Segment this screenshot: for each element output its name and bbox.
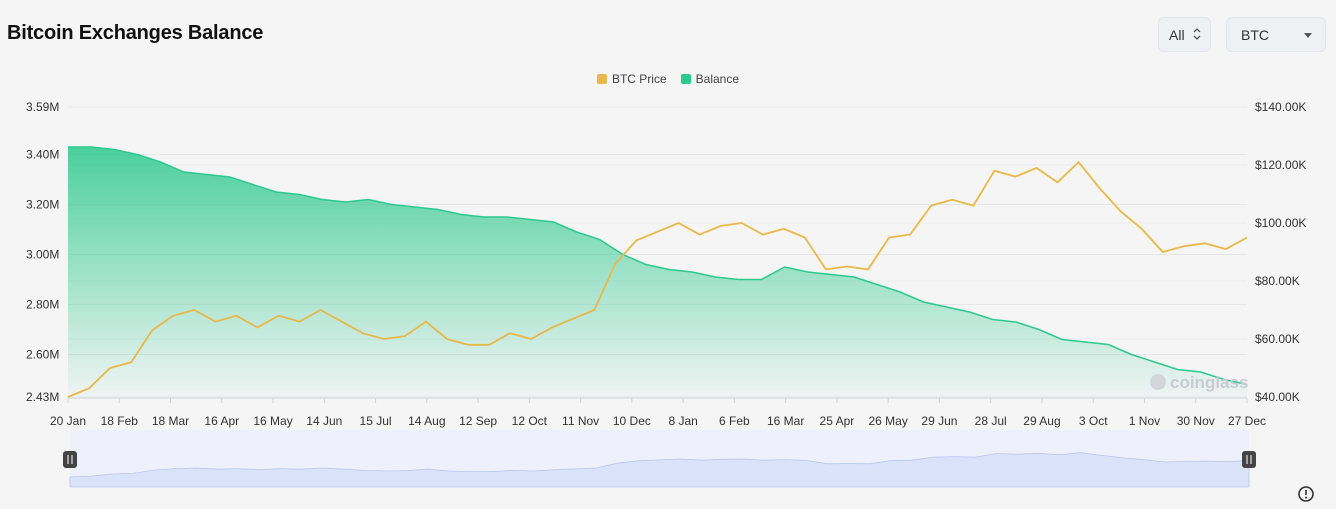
y-right-tick-label: $40.00K bbox=[1255, 390, 1300, 404]
x-tick-label: 29 Jun bbox=[921, 414, 957, 428]
y-right-tick-label: $140.00K bbox=[1255, 100, 1306, 114]
y-right-tick-label: $100.00K bbox=[1255, 216, 1306, 230]
x-tick-label: 14 Jun bbox=[306, 414, 342, 428]
legend-label-price: BTC Price bbox=[611, 72, 667, 86]
x-tick-label: 1 Nov bbox=[1129, 414, 1160, 428]
legend-item-price[interactable]: BTC Price bbox=[596, 72, 667, 86]
x-tick-label: 20 Jan bbox=[50, 414, 86, 428]
x-tick-label: 25 Apr bbox=[820, 414, 855, 428]
coin-label: BTC bbox=[1241, 26, 1269, 43]
y-left-tick-label: 2.43M bbox=[26, 390, 59, 404]
x-tick-label: 29 Aug bbox=[1023, 414, 1060, 428]
navigator-series bbox=[69, 452, 1250, 488]
watermark-logo bbox=[1150, 374, 1166, 390]
balance-line bbox=[68, 146, 1248, 386]
x-tick-label: 18 Mar bbox=[152, 414, 189, 428]
updown-icon bbox=[1193, 28, 1201, 40]
y-left-tick-label: 3.40M bbox=[26, 148, 59, 162]
navigator-handle-right[interactable] bbox=[1242, 451, 1256, 468]
watermark-text: coinglass bbox=[1170, 373, 1248, 392]
y-left-tick-label: 2.80M bbox=[26, 298, 59, 312]
time-range-label: All bbox=[1169, 26, 1185, 43]
legend-item-balance[interactable]: Balance bbox=[680, 72, 740, 86]
legend-swatch-price bbox=[596, 74, 607, 84]
time-range-select[interactable]: All bbox=[1158, 17, 1211, 52]
settings-icon[interactable] bbox=[1297, 485, 1315, 503]
legend-label-balance: Balance bbox=[695, 72, 740, 86]
x-tick-label: 12 Oct bbox=[512, 414, 548, 428]
y-left-tick-label: 2.60M bbox=[26, 348, 59, 362]
x-tick-label: 27 Dec bbox=[1228, 414, 1266, 428]
chart-legend: BTC Price Balance bbox=[0, 72, 1336, 86]
balance-area bbox=[68, 147, 1247, 397]
chevron-down-icon bbox=[1304, 33, 1312, 38]
x-tick-label: 14 Aug bbox=[408, 414, 445, 428]
page-title: Bitcoin Exchanges Balance bbox=[7, 22, 264, 44]
y-right-tick-label: $60.00K bbox=[1255, 332, 1300, 346]
x-tick-label: 28 Jul bbox=[975, 414, 1007, 428]
x-tick-label: 3 Oct bbox=[1079, 414, 1108, 428]
coin-select[interactable]: BTC bbox=[1226, 17, 1326, 52]
x-tick-label: 18 Feb bbox=[101, 414, 139, 428]
x-tick-label: 15 Jul bbox=[360, 414, 392, 428]
y-left-tick-label: 3.20M bbox=[26, 198, 59, 212]
legend-swatch-balance bbox=[680, 74, 691, 84]
x-tick-label: 8 Jan bbox=[668, 414, 697, 428]
x-tick-label: 16 Mar bbox=[767, 414, 804, 428]
x-tick-label: 6 Feb bbox=[719, 414, 750, 428]
x-tick-label: 11 Nov bbox=[562, 414, 599, 428]
y-right-tick-label: $120.00K bbox=[1255, 158, 1306, 172]
x-tick-label: 16 Apr bbox=[204, 414, 239, 428]
x-tick-label: 12 Sep bbox=[459, 414, 497, 428]
y-left-tick-label: 3.00M bbox=[26, 248, 59, 262]
x-tick-label: 26 May bbox=[868, 414, 907, 428]
y-right-tick-label: $80.00K bbox=[1255, 274, 1300, 288]
y-left-tick-label: 3.59M bbox=[26, 100, 59, 114]
x-tick-label: 16 May bbox=[253, 414, 292, 428]
x-tick-label: 10 Dec bbox=[613, 414, 651, 428]
navigator-handle-left[interactable] bbox=[63, 451, 77, 468]
x-tick-label: 30 Nov bbox=[1177, 414, 1215, 428]
price-line bbox=[67, 161, 1248, 398]
